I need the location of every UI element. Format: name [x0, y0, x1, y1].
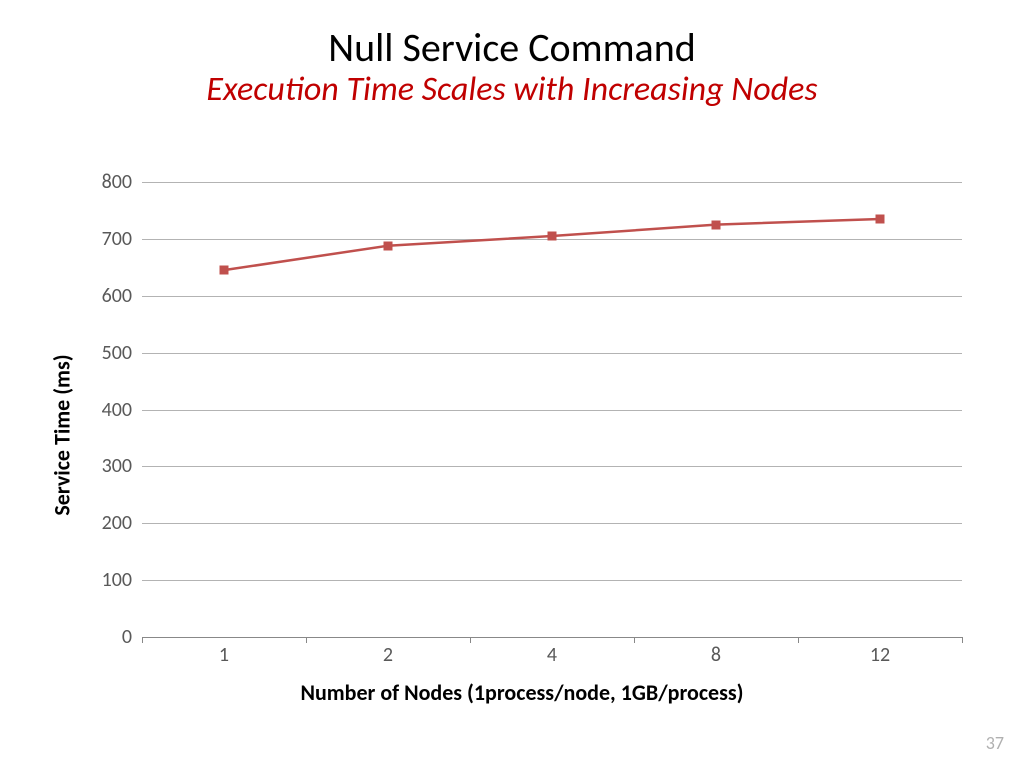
- data-marker: [712, 220, 721, 229]
- title-block: Null Service Command Execution Time Scal…: [0, 0, 1024, 109]
- data-marker: [876, 214, 885, 223]
- data-marker: [548, 232, 557, 241]
- x-tick-label: 2: [383, 637, 393, 667]
- x-tick-mark: [634, 637, 635, 643]
- y-tick-label: 600: [102, 284, 142, 308]
- y-tick-label: 500: [102, 341, 142, 365]
- y-tick-label: 0: [122, 625, 142, 649]
- x-tick-mark: [306, 637, 307, 643]
- x-tick-mark: [962, 637, 963, 643]
- x-tick-label: 8: [711, 637, 721, 667]
- page-title: Null Service Command: [0, 26, 1024, 70]
- plot-area: 0100200300400500600700800124812: [142, 182, 962, 638]
- y-tick-label: 300: [102, 454, 142, 478]
- x-tick-label: 12: [870, 637, 890, 667]
- y-tick-label: 700: [102, 227, 142, 251]
- x-axis-label: Number of Nodes (1process/node, 1GB/proc…: [300, 679, 743, 706]
- data-marker: [384, 241, 393, 250]
- x-tick-mark: [798, 637, 799, 643]
- page-number: 37: [986, 732, 1004, 754]
- y-tick-label: 200: [102, 511, 142, 535]
- y-tick-label: 100: [102, 568, 142, 592]
- y-tick-label: 800: [102, 170, 142, 194]
- x-tick-label: 4: [547, 637, 557, 667]
- data-line: [142, 182, 962, 637]
- data-marker: [220, 266, 229, 275]
- x-tick-label: 1: [219, 637, 229, 667]
- x-tick-mark: [470, 637, 471, 643]
- page-subtitle: Execution Time Scales with Increasing No…: [0, 70, 1024, 109]
- chart-container: Service Time (ms) 0100200300400500600700…: [72, 170, 972, 700]
- y-axis-label: Service Time (ms): [49, 354, 76, 515]
- x-tick-mark: [142, 637, 143, 643]
- y-tick-label: 400: [102, 398, 142, 422]
